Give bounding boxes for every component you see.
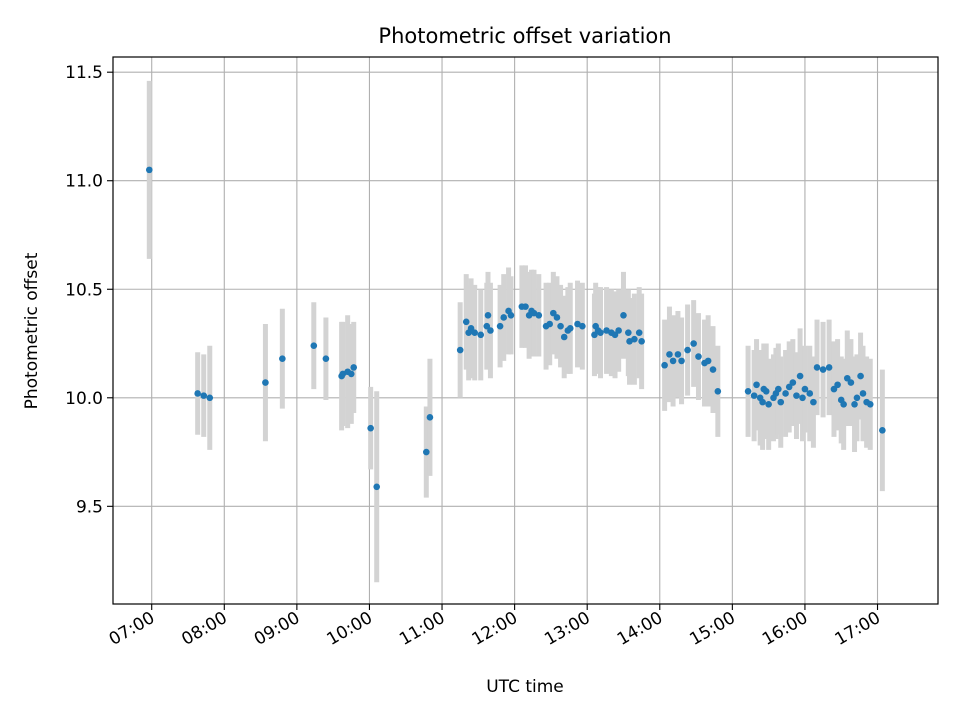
x-axis-label: UTC time [486, 677, 564, 697]
data-point [690, 340, 697, 347]
y-tick-label: 10.0 [65, 389, 103, 409]
data-point [591, 331, 598, 339]
y-axis-label: Photometric offset [22, 252, 42, 409]
data-point [762, 387, 770, 395]
data-point [806, 390, 814, 397]
data-point [666, 351, 673, 358]
data-point [674, 351, 682, 358]
data-point [597, 329, 604, 336]
data-point [793, 392, 800, 399]
data-point [775, 385, 782, 393]
data-point [684, 346, 691, 354]
data-point [866, 401, 874, 408]
data-point [801, 385, 809, 393]
data-point [467, 325, 475, 332]
data-point [785, 383, 793, 391]
data-point [350, 364, 358, 371]
plot-frame [112, 56, 939, 605]
data-point [830, 385, 838, 393]
data-point [879, 427, 886, 434]
data-point [522, 303, 529, 310]
y-tick-label: 10.5 [65, 280, 103, 300]
data-point [496, 322, 504, 330]
data-point [840, 401, 847, 408]
data-point [777, 398, 785, 406]
data-point [819, 366, 827, 373]
data-point [611, 331, 619, 339]
data-point [348, 370, 355, 378]
data-point [789, 379, 797, 386]
data-point [310, 342, 318, 349]
data-point [661, 361, 668, 369]
data-point [484, 312, 492, 319]
data-point [813, 364, 821, 371]
data-point [456, 346, 464, 354]
data-point [799, 394, 806, 402]
data-point [834, 381, 841, 389]
data-point [851, 401, 858, 408]
data-point [859, 390, 867, 397]
y-tick-label: 11.5 [65, 63, 103, 83]
data-point [487, 327, 494, 334]
data-point [423, 448, 430, 456]
data-point [695, 353, 702, 360]
data-point [557, 322, 564, 330]
data-point [625, 329, 632, 336]
data-point [322, 355, 330, 363]
data-point [279, 355, 286, 363]
chart-title: Photometric offset variation [378, 24, 671, 48]
data-point [704, 357, 712, 365]
data-point [462, 318, 470, 326]
data-point [535, 312, 543, 319]
data-point [857, 372, 864, 380]
data-point [560, 333, 568, 341]
data-point [765, 401, 772, 408]
data-point [194, 390, 201, 397]
data-point [782, 390, 789, 397]
data-point [678, 357, 685, 365]
data-point [546, 320, 553, 328]
data-point [843, 374, 851, 382]
data-point [507, 312, 515, 319]
data-point [744, 387, 752, 395]
data-point [847, 379, 855, 386]
data-point [483, 322, 491, 330]
data-point [477, 331, 485, 339]
data-point [550, 309, 557, 317]
data-point [638, 338, 645, 345]
data-point [367, 424, 374, 432]
data-point [620, 312, 627, 319]
data-point [750, 392, 758, 399]
data-point [579, 322, 586, 330]
data-point [145, 166, 153, 174]
data-point [553, 314, 561, 321]
data-point [566, 325, 574, 332]
data-point [810, 398, 817, 406]
data-point [426, 414, 434, 421]
data-point [709, 366, 717, 373]
data-point [796, 372, 804, 380]
data-point [471, 329, 478, 336]
data-point [825, 364, 833, 371]
data-point [759, 398, 766, 406]
data-point [206, 394, 214, 402]
data-point [615, 327, 622, 334]
y-axis-ticks: 9.5 10.0 10.5 11.0 11.5 [65, 63, 113, 517]
data-point [635, 329, 643, 336]
data-point [262, 379, 269, 386]
data-point [631, 335, 638, 343]
data-point [500, 314, 508, 321]
y-tick-label: 11.0 [65, 172, 103, 192]
data-point [200, 392, 208, 399]
y-tick-label: 9.5 [76, 497, 103, 517]
data-point [753, 381, 760, 389]
data-point [714, 387, 722, 395]
data-point [853, 394, 861, 402]
data-point [669, 357, 677, 365]
data-point [373, 483, 381, 491]
point-layer [145, 166, 886, 491]
